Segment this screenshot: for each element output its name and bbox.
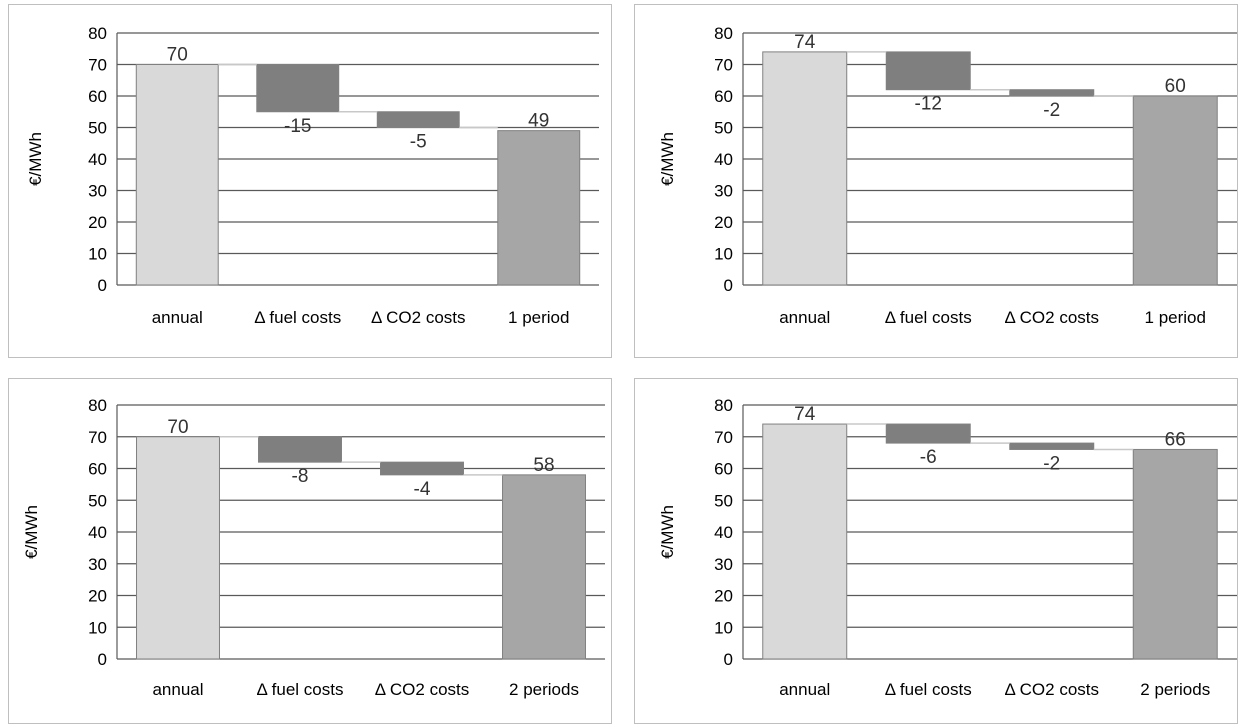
data-label: -2: [1043, 100, 1060, 121]
y-tick-label: 50: [714, 119, 733, 138]
waterfall-chart: 0 10 20 30 40 50 60 70 80 €/MWh 70 -8 -4 58 annual Δ fu…: [22, 396, 605, 699]
bar: [258, 436, 342, 463]
data-label: -2: [1043, 453, 1060, 474]
y-tick-label: 10: [88, 245, 107, 264]
y-tick-label: 70: [88, 428, 107, 447]
category-label: Δ fuel costs: [257, 680, 344, 699]
category-label: annual: [779, 308, 830, 327]
y-tick-label: 60: [714, 460, 733, 479]
waterfall-chart: 0 10 20 30 40 50 60 70 80 €/MWh 70 -15 -5 49 annual Δ f…: [26, 24, 599, 327]
y-tick-label: 60: [88, 87, 107, 106]
y-tick-label: 70: [88, 56, 107, 75]
y-tick-label: 40: [714, 523, 733, 542]
y-tick-label: 30: [88, 182, 107, 201]
y-tick-label: 0: [724, 650, 733, 669]
category-label: Δ fuel costs: [254, 308, 341, 327]
y-tick-label: 30: [714, 555, 733, 574]
bar: [380, 461, 464, 476]
data-label: -12: [915, 94, 942, 115]
bar: [885, 51, 971, 91]
y-tick-label: 50: [714, 491, 733, 510]
y-tick-label: 0: [724, 276, 733, 295]
y-tick-label: 80: [714, 396, 733, 415]
data-label: 70: [167, 417, 188, 438]
bar: [497, 130, 581, 286]
data-label: 49: [528, 111, 549, 132]
data-label: 74: [794, 32, 816, 53]
bar: [885, 423, 971, 444]
y-tick-label: 80: [714, 24, 733, 43]
y-tick-label: 40: [88, 150, 107, 169]
bar: [376, 111, 460, 128]
chart-panel-3: 0 10 20 30 40 50 60 70 80 €/MWh 70 -8 -4 58 annual Δ fu…: [8, 378, 612, 724]
y-tick-label: 80: [88, 24, 107, 43]
bar: [1132, 448, 1218, 660]
data-label: 58: [533, 455, 554, 476]
bar: [256, 64, 340, 113]
waterfall-chart: 0 10 20 30 40 50 60 70 80 €/MWh 74 -12 -2 60 annual Δ f…: [658, 24, 1237, 327]
y-tick-label: 40: [714, 150, 733, 169]
y-tick-label: 50: [88, 119, 107, 138]
category-label: 2 periods: [1140, 680, 1210, 699]
y-tick-label: 20: [88, 587, 107, 606]
data-label: 70: [167, 45, 188, 66]
y-tick-label: 20: [88, 213, 107, 232]
y-tick-label: 80: [88, 396, 107, 415]
bar: [136, 436, 220, 660]
bar: [762, 423, 848, 660]
y-tick-label: 30: [714, 182, 733, 201]
y-axis-label: €/MWh: [26, 132, 45, 186]
category-label: annual: [152, 680, 203, 699]
data-label: -8: [292, 466, 309, 487]
y-tick-label: 0: [98, 650, 107, 669]
category-label: Δ CO2 costs: [371, 308, 466, 327]
category-label: Δ fuel costs: [885, 680, 972, 699]
bar: [135, 64, 219, 286]
data-label: 74: [794, 404, 816, 425]
category-label: annual: [152, 308, 203, 327]
chart-panel-1: 0 10 20 30 40 50 60 70 80 €/MWh 70 -15 -5 49 annual Δ f…: [8, 4, 612, 358]
data-label: -6: [920, 447, 937, 468]
data-label: -15: [284, 116, 311, 137]
y-tick-label: 30: [88, 555, 107, 574]
y-tick-label: 0: [98, 276, 107, 295]
category-label: 1 period: [508, 308, 569, 327]
y-tick-label: 70: [714, 428, 733, 447]
bar: [502, 474, 586, 660]
y-axis-label: €/MWh: [22, 505, 41, 559]
y-tick-label: 60: [88, 460, 107, 479]
category-label: Δ CO2 costs: [375, 680, 470, 699]
bar: [1009, 442, 1095, 450]
data-label: 60: [1165, 76, 1186, 97]
y-tick-label: 20: [714, 213, 733, 232]
data-label: -5: [410, 132, 427, 153]
y-axis-label: €/MWh: [658, 505, 677, 559]
category-label: Δ fuel costs: [885, 308, 972, 327]
y-axis-label: €/MWh: [658, 132, 677, 186]
data-label: 66: [1165, 429, 1186, 450]
data-label: -4: [414, 479, 431, 500]
bar: [762, 51, 848, 286]
category-label: Δ CO2 costs: [1005, 680, 1100, 699]
category-label: Δ CO2 costs: [1005, 308, 1100, 327]
y-tick-label: 10: [714, 245, 733, 264]
bar: [1132, 95, 1218, 286]
category-label: 1 period: [1145, 308, 1206, 327]
chart-panel-4: 0 10 20 30 40 50 60 70 80 €/MWh 74 -6 -2 66 annual Δ fu…: [634, 378, 1238, 724]
waterfall-chart: 0 10 20 30 40 50 60 70 80 €/MWh 74 -6 -2 66 annual Δ fu…: [658, 396, 1237, 699]
y-tick-label: 60: [714, 87, 733, 106]
chart-panel-2: 0 10 20 30 40 50 60 70 80 €/MWh 74 -12 -2 60 annual Δ f…: [634, 4, 1238, 358]
y-tick-label: 40: [88, 523, 107, 542]
bar: [1009, 89, 1095, 97]
y-tick-label: 10: [88, 618, 107, 637]
y-tick-label: 50: [88, 491, 107, 510]
category-label: 2 periods: [509, 680, 579, 699]
category-label: annual: [779, 680, 830, 699]
y-tick-label: 70: [714, 56, 733, 75]
y-tick-label: 20: [714, 587, 733, 606]
y-tick-label: 10: [714, 618, 733, 637]
